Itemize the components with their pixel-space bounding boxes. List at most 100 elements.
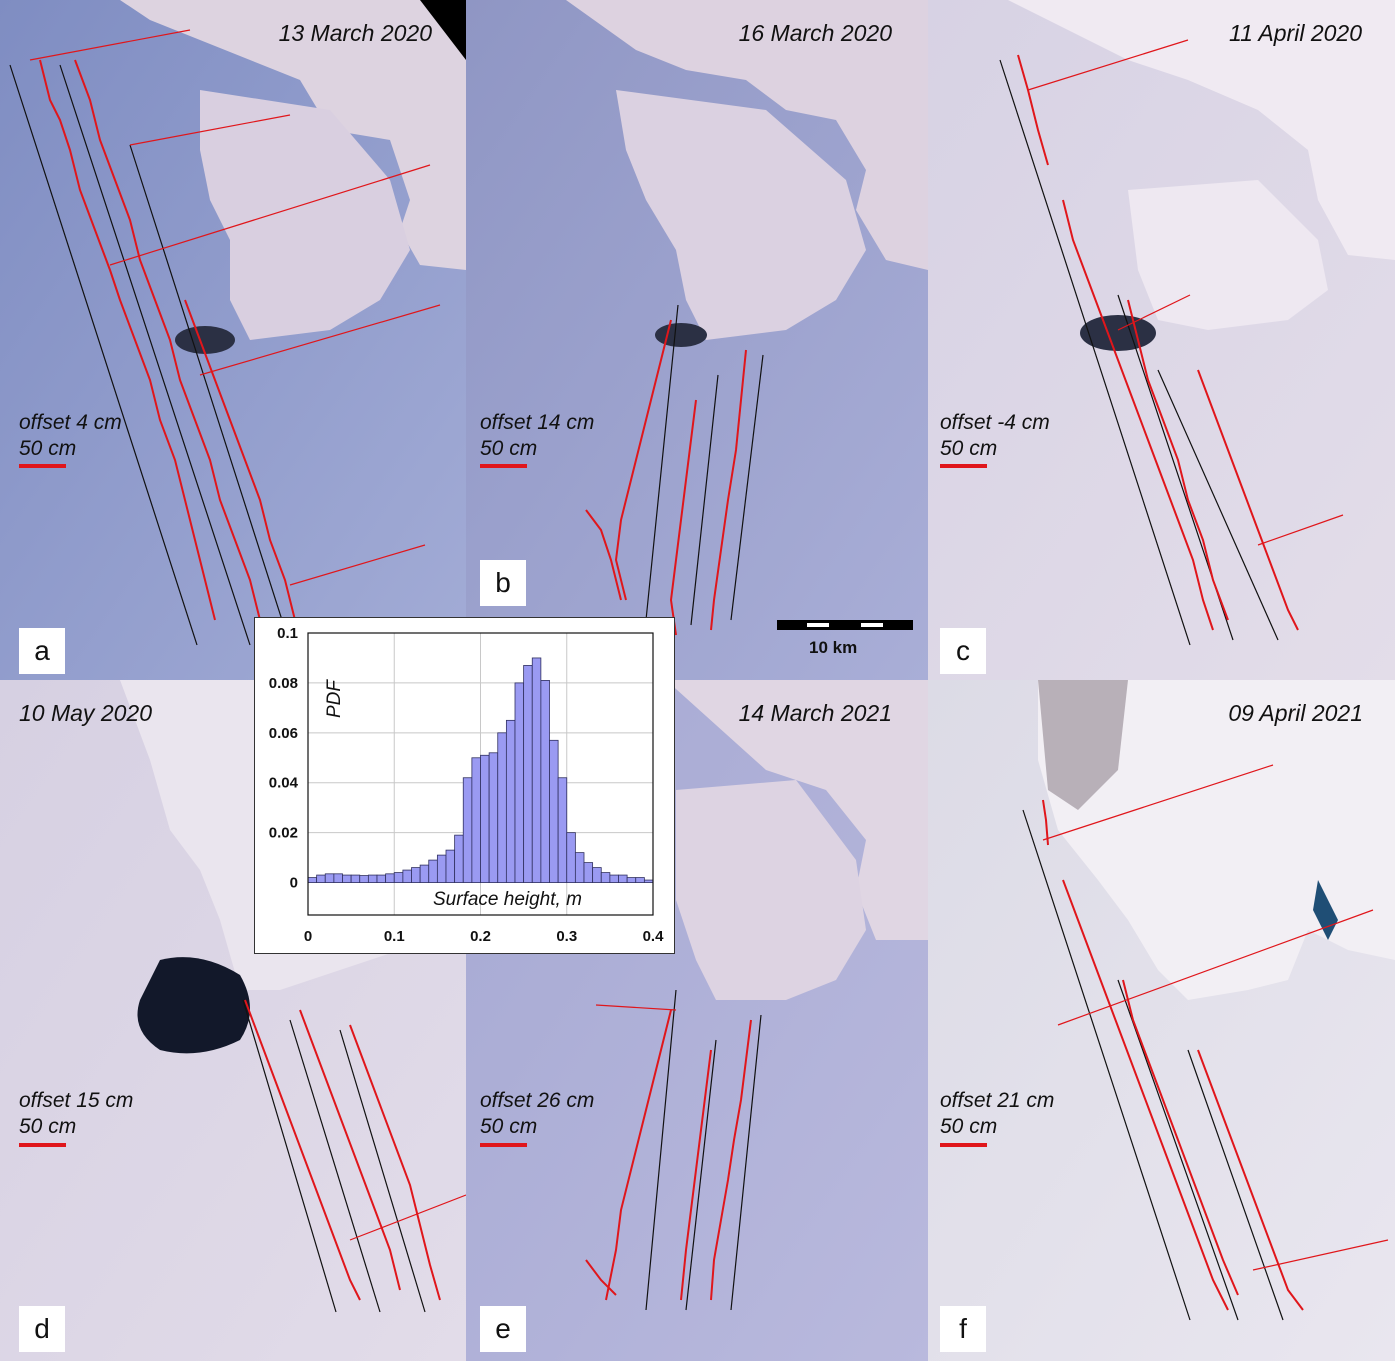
x-tick-label: 0.4 [643,928,665,945]
track-line [129,144,291,646]
histogram-bar [609,874,619,883]
track-line [730,354,764,621]
height-profile [1127,299,1229,621]
x-axis-label: Surface height, m [433,889,582,910]
track-line [339,1029,426,1313]
histogram-bar [514,682,525,883]
satellite-image-f [928,680,1395,1361]
track-line [1117,979,1239,1321]
height-profile [39,59,216,621]
height-spike [289,544,426,586]
y-tick-label: 0.1 [277,625,298,642]
panel-a: 13 March 2020 offset 4 cm 50 cm a [0,0,466,680]
track-line [242,999,337,1313]
scale-bar-50cm [480,464,527,468]
histogram-bar [531,657,542,883]
histogram-bar [428,859,438,883]
offset-label: offset 14 cm [480,411,595,434]
histogram-bar [462,777,473,883]
x-tick-label: 0.3 [556,928,577,945]
date-label: 10 May 2020 [19,700,152,726]
tracks-c [999,39,1344,646]
histogram-bar [445,849,456,883]
tracks-d [242,999,466,1313]
scale-label: 50 cm [480,1115,538,1138]
height-spike [1117,294,1191,331]
height-spike [1027,39,1189,91]
track-line [690,374,719,626]
histogram-bar [342,874,352,883]
histogram-bar [454,834,464,883]
histogram-bar [583,862,594,883]
histogram-bar [618,874,628,883]
x-tick-label: 0.1 [384,928,405,945]
histogram-bar [540,680,550,883]
scale-label: 50 cm [940,437,998,460]
tracks-a [9,29,441,646]
height-profile [1062,879,1229,1311]
date-label: 13 March 2020 [278,20,432,46]
histogram-bar [436,854,447,883]
scale-bar-50cm [480,1143,527,1147]
track-line [730,1014,762,1311]
track-line [645,304,679,621]
offset-label: offset 4 cm [19,411,122,434]
height-profile [74,59,261,621]
height-profile [1062,199,1214,631]
height-profile [1197,369,1299,631]
histogram-bar [566,832,576,883]
height-profile [349,1024,441,1301]
histogram-bar [549,739,559,883]
scale-label: 50 cm [940,1115,998,1138]
height-profile [605,1009,672,1301]
histogram-bar [523,665,533,883]
offset-label: offset 15 cm [19,1089,134,1112]
histogram-bar [471,757,481,883]
date-label: 11 April 2020 [1229,20,1362,46]
height-spike [1042,764,1274,841]
panel-f: 09 April 2021 offset 21 cm 50 cm f [928,680,1395,1361]
histogram-bar [592,867,602,883]
histogram-bar [367,874,378,883]
height-profile [1042,799,1049,846]
histogram-bar [419,864,430,883]
track-line [289,1019,381,1313]
scale-bar-50cm [19,1143,66,1147]
panel-letter: d [19,1306,65,1352]
x-tick-label: 0 [304,928,312,945]
height-profile [710,1019,752,1301]
y-tick-label: 0.02 [269,825,298,842]
tracks-f [1022,764,1389,1321]
height-spike [595,1004,677,1011]
plot-frame [307,632,654,916]
histogram-bar [574,852,585,883]
scale-bar-50cm [940,1143,987,1147]
offset-label: offset -4 cm [940,411,1050,434]
date-label: 14 March 2021 [738,700,892,726]
height-profile [710,349,747,631]
tracks-b [585,304,764,636]
map-scale-bar: 10 km [777,620,913,658]
scale-label: 50 cm [19,437,77,460]
x-tick-label: 0.2 [470,928,491,945]
histogram-chart: 0 0.02 0.04 0.06 0.08 0.1 0 0.1 0.2 0.3 0.4 PDF S… [269,625,665,945]
scale-label: 50 cm [19,1115,77,1138]
height-profile [1197,1049,1304,1311]
histogram-bar [497,732,507,883]
track-line [999,59,1191,646]
panel-letter: b [480,560,526,606]
track-line [645,989,677,1311]
scale-bar-50cm [19,464,66,468]
histogram-bar [643,879,654,883]
height-profile [299,1009,401,1291]
track-line [1022,809,1191,1321]
height-profile [1122,979,1239,1296]
satellite-image-a [0,0,466,680]
histogram-bar [505,719,516,883]
y-tick-label: 0.06 [269,725,298,742]
height-spike [349,1194,466,1241]
histogram-bar [411,867,421,883]
histogram-bar [316,874,326,883]
height-spike [1057,909,1374,1026]
height-profile [669,399,697,636]
